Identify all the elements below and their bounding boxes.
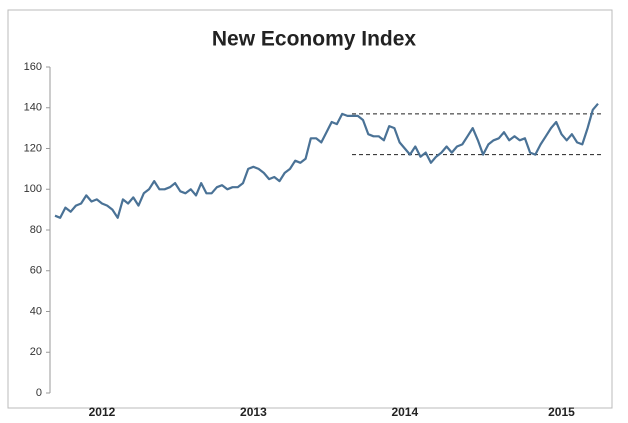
- x-tick-label: 2012: [89, 405, 116, 419]
- x-tick-label: 2013: [240, 405, 267, 419]
- chart-title: New Economy Index: [212, 28, 417, 51]
- y-tick-label: 100: [24, 183, 42, 195]
- data-line: [54, 102, 599, 219]
- y-tick-label: 0: [36, 387, 42, 399]
- chart-frame: [7, 9, 613, 409]
- x-tick-label: 2015: [548, 405, 575, 419]
- y-tick-label: 160: [24, 61, 42, 73]
- y-tick-label: 60: [30, 265, 42, 277]
- y-tick-label: 40: [30, 305, 42, 317]
- y-tick-label: 20: [30, 346, 42, 358]
- y-tick-label: 140: [24, 102, 42, 114]
- y-tick-label: 80: [30, 224, 42, 236]
- y-tick-label: 120: [24, 142, 42, 154]
- x-tick-label: 2014: [391, 405, 418, 419]
